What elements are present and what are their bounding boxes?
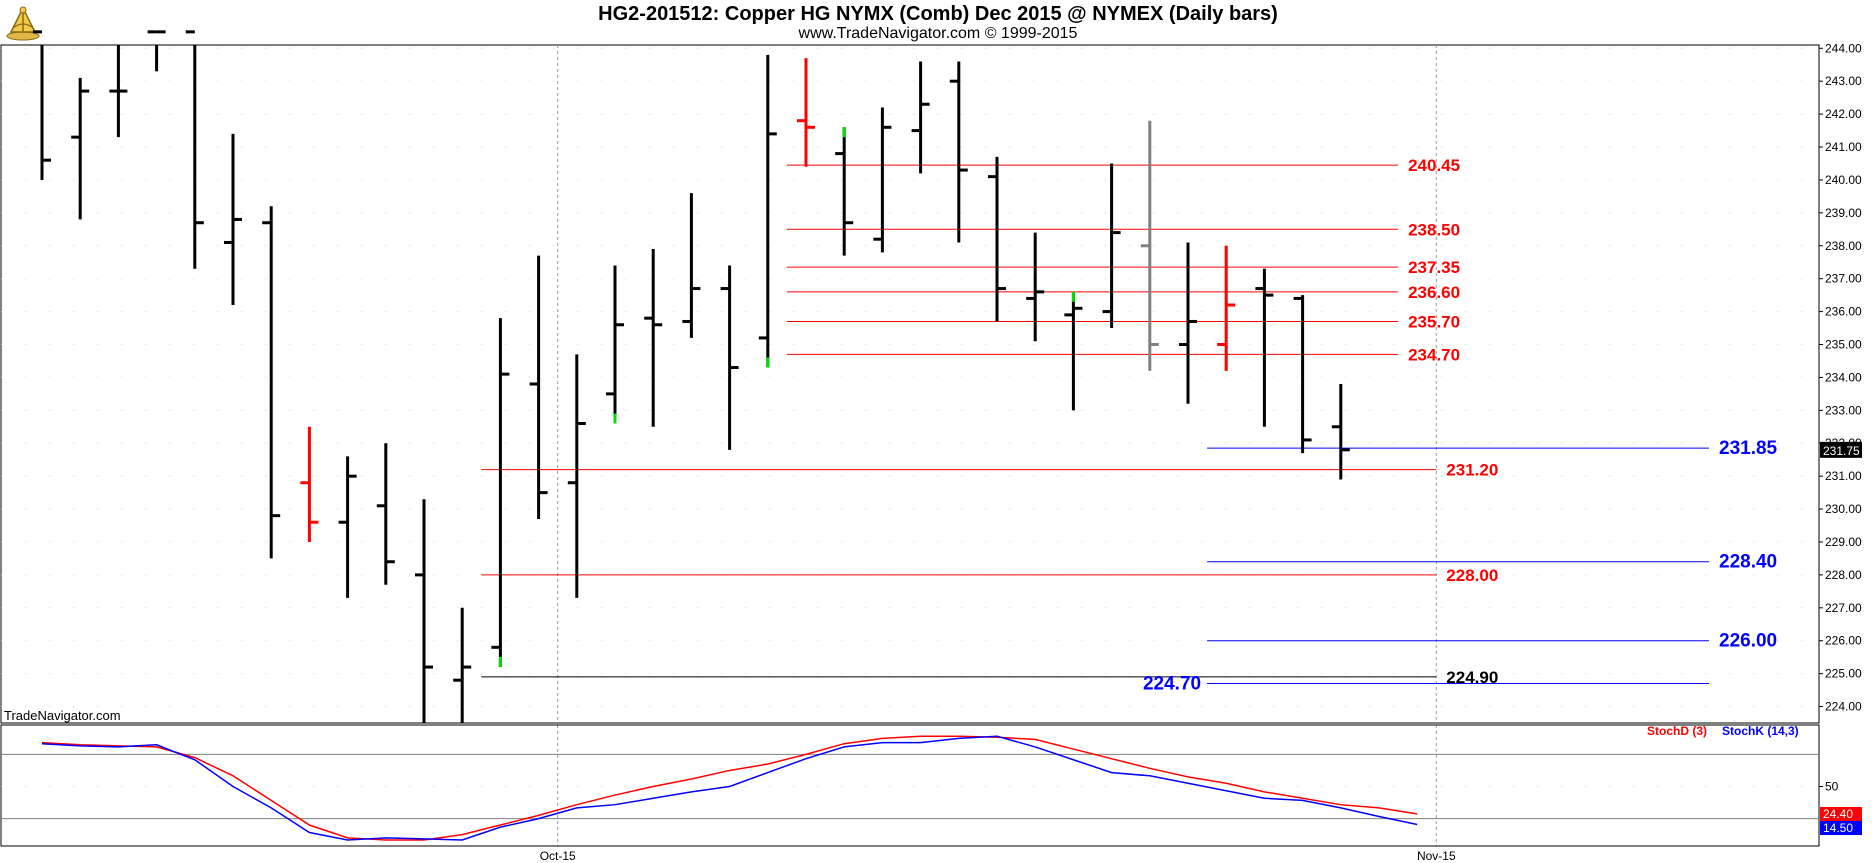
y-tick-label: 241.00 [1825,140,1862,154]
last-price-tag: 231.75 [1820,441,1862,458]
y-tick-label: 226.00 [1825,634,1862,648]
stoch-d-last-box [1820,807,1862,821]
y-tick-label: 229.00 [1825,535,1862,549]
price-panel-frame [0,44,1820,724]
y-tick-label: 228.00 [1825,568,1862,582]
copyright-text: www.TradeNavigator.com © 1999-2015 [798,25,1078,42]
price-panel: 240.45 238.50 237.35 236.60 235.70 234.70 231.… [0,30,1862,846]
date-axis: Oct-15 Nov-15 [540,849,1456,863]
price-axis: 224.00 225.00 226.00 227.00 228.00 229.00 230.… [1819,41,1862,714]
level-label: 238.50 [1408,220,1460,239]
level-label: 231.85 [1719,438,1778,459]
level-label: 234.70 [1408,345,1460,364]
sextant-logo-icon [6,6,40,41]
stoch-d-line [41,735,1418,841]
watermark: TradeNavigator.com [4,708,121,723]
y-tick-label: 225.00 [1825,667,1862,681]
y-tick-label: 240.00 [1825,173,1862,187]
month-separators [557,45,1437,846]
level-label: 224.90 [1446,668,1498,687]
y-tick-label: 243.00 [1825,74,1862,88]
price-levels: 240.45 238.50 237.35 236.60 235.70 234.70 231.… [481,156,1778,695]
y-tick-label: 235.00 [1825,338,1862,352]
y-tick-label: 224.00 [1825,700,1862,714]
chart-title: HG2-201512: Copper HG NYMX (Comb) Dec 20… [598,3,1278,25]
chart-header: HG2-201512: Copper HG NYMX (Comb) Dec 20… [0,0,1876,45]
y-tick-label: 239.00 [1825,206,1862,220]
y-tick-label: 242.00 [1825,107,1862,121]
stoch-k-last-box [1820,821,1862,835]
legend-stoch-d: StochD (3) [1647,724,1707,738]
stoch-k-last-label: 14.50 [1823,821,1853,835]
level-label: 224.70 [1143,674,1201,695]
stochastic-legend: StochD (3) StochK (14,3) [1647,724,1799,738]
price-grid [1,47,1819,708]
stoch-k-line [41,735,1418,841]
level-label: 235.70 [1408,312,1460,331]
last-price-label: 231.75 [1823,444,1860,458]
x-tick-label: Nov-15 [1417,849,1456,863]
y-tick-label: 227.00 [1825,601,1862,615]
y-tick-label: 50 [1825,780,1839,794]
stochastic-panel-frame [0,724,1820,847]
level-label: 226.00 [1719,631,1777,652]
y-tick-label: 233.00 [1825,403,1862,417]
level-label: 231.20 [1446,461,1498,480]
y-tick-label: 238.00 [1825,239,1862,253]
y-tick-label: 230.00 [1825,502,1862,516]
last-price-box [1820,441,1862,458]
y-tick-label: 236.00 [1825,305,1862,319]
y-tick-label: 237.00 [1825,272,1862,286]
y-tick-label: 234.00 [1825,370,1862,384]
stoch-d-last-label: 24.40 [1823,807,1853,821]
level-label: 240.45 [1408,156,1460,175]
x-tick-label: Oct-15 [540,849,576,863]
y-tick-label: 244.00 [1825,41,1862,55]
stochastic-lines [41,735,1418,841]
level-label: 237.35 [1408,258,1460,277]
level-label: 228.00 [1446,566,1498,585]
stochastic-grid [1,753,1819,820]
level-label: 228.40 [1719,552,1777,573]
ohlc-bars [33,30,1350,723]
legend-stoch-k: StochK (14,3) [1722,724,1799,738]
y-tick-label: 231.00 [1825,469,1862,483]
level-label: 236.60 [1408,283,1460,302]
